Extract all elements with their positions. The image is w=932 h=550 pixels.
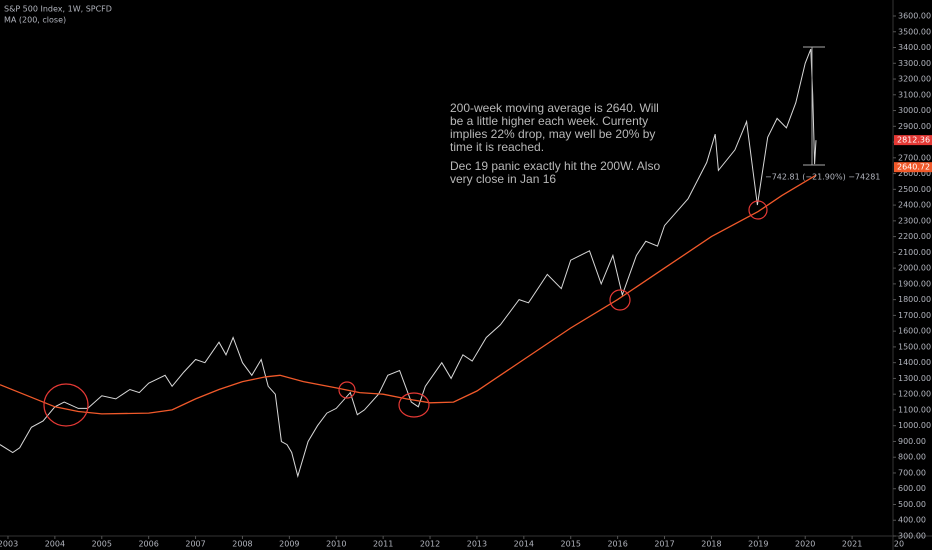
y-tick-label: 2200.00 xyxy=(898,232,931,241)
x-tick-label: 2012 xyxy=(420,540,440,549)
y-tick-label: 3600.00 xyxy=(898,12,931,21)
circle xyxy=(43,383,89,427)
measure-tool xyxy=(803,46,825,166)
y-tick-label: 1500.00 xyxy=(898,342,931,351)
x-tick-label: 2019 xyxy=(748,540,768,549)
annotation: be a little higher each week. Currenty xyxy=(450,114,648,128)
y-tick-label: 400.00 xyxy=(898,516,926,525)
circle xyxy=(609,289,631,311)
y-tick-label: 2100.00 xyxy=(898,248,931,257)
y-tick-label: 3200.00 xyxy=(898,75,931,84)
series-line xyxy=(0,48,817,478)
y-tick-label: 2500.00 xyxy=(898,185,931,194)
drawings xyxy=(43,200,768,427)
annotation: implies 22% drop, may well be 20% by xyxy=(450,127,655,141)
x-tick-label: 2015 xyxy=(561,540,581,549)
x-tick-label: 2018 xyxy=(701,540,721,549)
y-tick-label: 1700.00 xyxy=(898,311,931,320)
y-tick-label: 2300.00 xyxy=(898,216,931,225)
y-tick-label: 1400.00 xyxy=(898,358,931,367)
y-tick-label: 500.00 xyxy=(898,500,926,509)
y-tick-label: 2000.00 xyxy=(898,264,931,273)
y-tick-label: 1900.00 xyxy=(898,279,931,288)
annotation: Dec 19 panic exactly hit the 200W. Also xyxy=(450,159,660,173)
x-tick-label: 2021 xyxy=(842,540,862,549)
y-tick-label: 3300.00 xyxy=(898,59,931,68)
x-tick-label: 2007 xyxy=(185,540,205,549)
circle xyxy=(338,381,356,399)
chart-title: S&P 500 Index, 1W, SPCFD xyxy=(4,5,112,14)
x-tick-label: 2009 xyxy=(279,540,299,549)
plot-area xyxy=(0,48,817,478)
x-tick-label: 2005 xyxy=(92,540,112,549)
price-axis-panel xyxy=(893,0,932,550)
y-tick-label: 700.00 xyxy=(898,468,926,477)
x-tick-label: 2013 xyxy=(467,540,487,549)
annotation: 200-week moving average is 2640. Will xyxy=(450,101,659,115)
price-tag-bg xyxy=(894,135,932,146)
y-tick-label: 3000.00 xyxy=(898,106,931,115)
y-tick-label: 600.00 xyxy=(898,484,926,493)
y-tick-label: 1200.00 xyxy=(898,390,931,399)
y-tick-label: 300.00 xyxy=(898,532,926,541)
y-tick-label: 3100.00 xyxy=(898,90,931,99)
x-tick-label: 2020 xyxy=(795,540,815,549)
x-tick-label: 2016 xyxy=(607,540,627,549)
circle xyxy=(748,200,768,220)
y-tick-label: 2400.00 xyxy=(898,201,931,210)
indicator-label: MA (200, close) xyxy=(4,16,66,25)
y-tick-label: 2700.00 xyxy=(898,153,931,162)
y-tick-label: 2900.00 xyxy=(898,122,931,131)
axes: 300.00 400.00 500.00 600.00 700.00 800.00 900.… xyxy=(0,12,932,549)
x-tick-label: 2003 xyxy=(0,540,18,549)
circle xyxy=(398,392,430,418)
y-tick-label: 1300.00 xyxy=(898,374,931,383)
x-tick-label: 2008 xyxy=(232,540,252,549)
price-tag-bg xyxy=(894,162,932,173)
x-tick-label: 2010 xyxy=(326,540,346,549)
price-tag: 2812.36 xyxy=(897,136,930,145)
y-tick-label: 1000.00 xyxy=(898,421,931,430)
y-tick-label: 3500.00 xyxy=(898,27,931,36)
x-tick-label: 2011 xyxy=(373,540,393,549)
x-tick-label: 2006 xyxy=(138,540,158,549)
y-tick-label: 2600.00 xyxy=(898,169,931,178)
annotation: time it is reached. xyxy=(450,140,544,154)
measure-label: −742.81 (−21.90%) −74281 xyxy=(765,173,880,182)
x-tick-label: 20 xyxy=(894,540,904,549)
y-tick-label: 800.00 xyxy=(898,453,926,462)
y-tick-label: 3400.00 xyxy=(898,43,931,52)
x-tick-label: 2004 xyxy=(45,540,65,549)
x-tick-label: 2017 xyxy=(654,540,674,549)
annotation: very close in Jan 16 xyxy=(450,172,556,186)
x-tick-label: 2014 xyxy=(514,540,534,549)
series-line xyxy=(0,174,817,415)
y-tick-label: 1800.00 xyxy=(898,295,931,304)
y-tick-label: 900.00 xyxy=(898,437,926,446)
price-tag: 2640.72 xyxy=(897,163,930,172)
y-tick-label: 1100.00 xyxy=(898,405,931,414)
y-tick-label: 1600.00 xyxy=(898,327,931,336)
